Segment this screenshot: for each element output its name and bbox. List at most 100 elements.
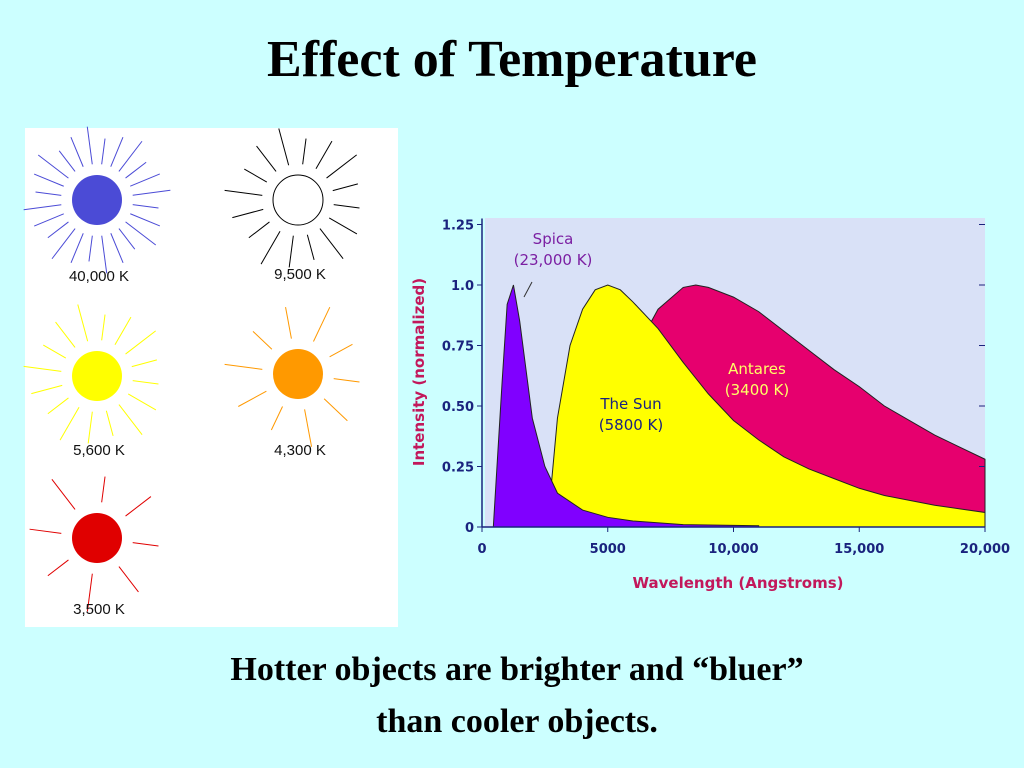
- star-ray: [125, 161, 147, 179]
- star-ray: [105, 410, 114, 437]
- star-ray: [51, 479, 76, 510]
- y-tick-label: 1.25: [442, 219, 474, 234]
- star-ray: [285, 307, 292, 339]
- x-tick-label: 5000: [590, 542, 626, 557]
- star-ray: [328, 217, 358, 235]
- series-label: (23,000 K): [514, 251, 593, 269]
- star-ray: [132, 380, 159, 385]
- star-ray: [130, 173, 160, 187]
- star-ray: [238, 390, 267, 407]
- x-tick-label: 10,000: [708, 542, 758, 557]
- star-ray: [323, 398, 348, 422]
- star-ray: [248, 221, 270, 239]
- star-ray: [55, 321, 76, 348]
- star-ray: [288, 235, 294, 268]
- star-label: 9,500 K: [274, 266, 326, 283]
- y-tick-label: 0: [465, 521, 474, 536]
- x-tick-label: 0: [477, 542, 486, 557]
- star-ray: [33, 173, 64, 187]
- star-ray: [256, 145, 277, 172]
- y-tick-label: 0.50: [442, 400, 474, 415]
- star-ray: [37, 154, 69, 179]
- series-label: (5800 K): [599, 416, 663, 434]
- star-ray: [110, 136, 124, 167]
- star-ray: [34, 213, 64, 227]
- star-ray: [302, 138, 307, 165]
- star-ray: [125, 496, 152, 517]
- star-ray: [51, 228, 76, 260]
- star-ray: [101, 235, 108, 274]
- y-tick-label: 1.0: [451, 279, 474, 294]
- star-ray: [315, 140, 333, 170]
- star-ray: [101, 138, 106, 165]
- x-tick-label: 15,000: [834, 542, 884, 557]
- star-ray: [329, 343, 353, 358]
- star-label: 3,500 K: [73, 601, 125, 618]
- star-ray: [132, 189, 171, 196]
- star-ray: [88, 235, 93, 262]
- star-ray: [29, 528, 62, 534]
- star-ray: [23, 204, 62, 211]
- star-ray: [224, 363, 263, 370]
- series-label: (3400 K): [725, 381, 789, 399]
- star-ray: [278, 128, 290, 166]
- star-ray: [132, 542, 159, 547]
- star-ray: [326, 154, 357, 179]
- star-group: 40,000 K 9,500 K 5,600 K 4,300 K 3,500 K: [23, 126, 360, 618]
- star-ray: [47, 397, 69, 415]
- star-ray: [125, 330, 156, 355]
- star-ray: [132, 204, 159, 209]
- star-ray: [114, 316, 132, 346]
- y-tick-label: 0.75: [442, 340, 474, 355]
- star-ray: [332, 183, 359, 192]
- star-ray: [244, 168, 268, 183]
- y-tick-label: 0.25: [442, 461, 474, 476]
- star-ray: [319, 228, 344, 259]
- star-ray: [127, 393, 157, 411]
- star: [273, 349, 323, 399]
- star-ray: [313, 306, 331, 342]
- star-ray: [118, 566, 139, 593]
- star-ray: [59, 406, 80, 441]
- star-ray: [101, 314, 106, 341]
- star-ray: [270, 406, 283, 431]
- x-axis-label: Wavelength (Angstroms): [633, 574, 844, 592]
- star-ray: [333, 204, 360, 209]
- star-label: 4,300 K: [274, 442, 326, 459]
- area: [492, 284, 760, 528]
- star-ray: [118, 404, 143, 435]
- star-ray: [232, 208, 264, 219]
- star-ray: [23, 365, 62, 372]
- caption: than cooler objects.: [376, 703, 658, 740]
- caption: Hotter objects are brighter and “bluer”: [230, 651, 803, 688]
- star-ray: [110, 233, 124, 263]
- star-ray: [131, 359, 158, 368]
- star-ray: [35, 191, 62, 196]
- star-ray: [118, 140, 143, 172]
- star-label: 40,000 K: [69, 268, 129, 285]
- area: [546, 284, 986, 528]
- pointer: [523, 281, 533, 298]
- series-name: Antares: [728, 360, 786, 378]
- star-ray: [86, 126, 93, 165]
- series-name: The Sun: [599, 395, 661, 413]
- star-ray: [333, 378, 360, 383]
- star: [72, 175, 122, 225]
- star-ray: [43, 344, 67, 359]
- star-ray: [260, 230, 281, 265]
- star-ray: [70, 137, 84, 167]
- star-ray: [31, 384, 63, 395]
- chart: 0 0.25 0.50 0.75 1.0 1.25 0 5000 10,000 15,000 20,…: [410, 218, 1010, 592]
- slide-title: Effect of Temperature: [267, 31, 757, 88]
- star: [272, 174, 324, 226]
- star: [72, 513, 122, 563]
- star-ray: [304, 409, 313, 447]
- x-tick-label: 20,000: [960, 542, 1010, 557]
- star: [72, 351, 122, 401]
- series-name: Spica: [533, 230, 574, 248]
- star-ray: [125, 221, 157, 246]
- star-ray: [47, 221, 69, 239]
- star-ray: [101, 476, 106, 503]
- star-ray: [70, 233, 84, 264]
